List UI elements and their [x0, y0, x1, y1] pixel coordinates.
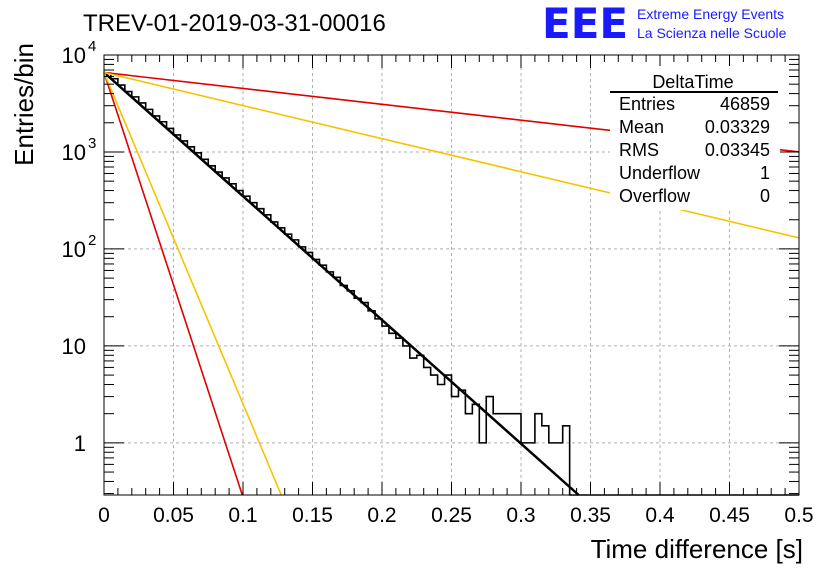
- y-tick-label: 10: [62, 140, 86, 165]
- x-axis-title: Time difference [s]: [591, 534, 803, 564]
- x-tick-labels: 0 0.05 0.1 0.15 0.2 0.25 0.3 0.35 0.4 0.45 0.5: [98, 504, 813, 527]
- x-tick-label: 0.45: [709, 504, 750, 527]
- stats-row-value: 1: [760, 163, 770, 183]
- y-tick-label: 10: [62, 43, 86, 68]
- curve-yellow-reference: [103, 71, 800, 239]
- y-tick-label: 1: [74, 431, 86, 456]
- stats-row-value: 46859: [720, 94, 770, 114]
- stats-row-label: Mean: [619, 117, 664, 137]
- y-tick-label: 10: [62, 237, 86, 262]
- curve-red-reference: [103, 72, 244, 496]
- stats-row-label: Overflow: [619, 186, 691, 206]
- eee-logo-mark: EEE: [542, 0, 628, 48]
- x-tick-label: 0.35: [570, 504, 611, 527]
- x-tick-label: 0.3: [506, 504, 535, 527]
- curve-yellow-reference: [103, 72, 282, 496]
- stats-row-label: Underflow: [619, 163, 701, 183]
- x-tick-label: 0.4: [645, 504, 675, 527]
- plot-area: 0 0.05 0.1 0.15 0.2 0.25 0.3 0.35 0.4 0.45 0.5 110…: [62, 38, 814, 527]
- stats-box-frame: [610, 66, 780, 210]
- y-tick-label-exponent: 3: [88, 135, 96, 152]
- x-tick-label: 0.05: [153, 504, 194, 527]
- axis-ticks: [103, 54, 800, 495]
- stats-box: DeltaTime Entries 46859 Mean 0.03329 RMS 0.03…: [610, 66, 780, 210]
- x-tick-label: 0.2: [367, 504, 396, 527]
- stats-row-label: RMS: [619, 140, 659, 160]
- y-axis-title: Entries/bin: [9, 43, 39, 166]
- y-tick-label-exponent: 4: [88, 38, 96, 55]
- x-tick-label: 0.1: [228, 504, 257, 527]
- stats-row-value: 0: [760, 186, 770, 206]
- y-tick-label: 10: [62, 334, 86, 359]
- stats-row-value: 0.03329: [705, 117, 770, 137]
- eee-logo-line1: Extreme Energy Events: [637, 6, 784, 22]
- curve-layer: [103, 71, 800, 496]
- x-tick-label: 0.5: [784, 504, 813, 527]
- stats-rows: Entries 46859 Mean 0.03329 RMS 0.03345Underfl…: [619, 94, 770, 206]
- x-tick-label: 0.15: [292, 504, 333, 527]
- x-tick-label: 0: [98, 504, 110, 527]
- run-title: TREV-01-2019-03-31-00016: [83, 10, 386, 37]
- stats-row-label: Entries: [619, 94, 675, 114]
- x-tick-label: 0.25: [431, 504, 472, 527]
- stats-box-title: DeltaTime: [652, 72, 733, 92]
- stats-row-value: 0.03345: [705, 140, 770, 160]
- curve-fit-line: [103, 71, 580, 496]
- y-tick-label-exponent: 2: [88, 232, 96, 249]
- eee-logo-line2: La Scienza nelle Scuole: [637, 25, 787, 41]
